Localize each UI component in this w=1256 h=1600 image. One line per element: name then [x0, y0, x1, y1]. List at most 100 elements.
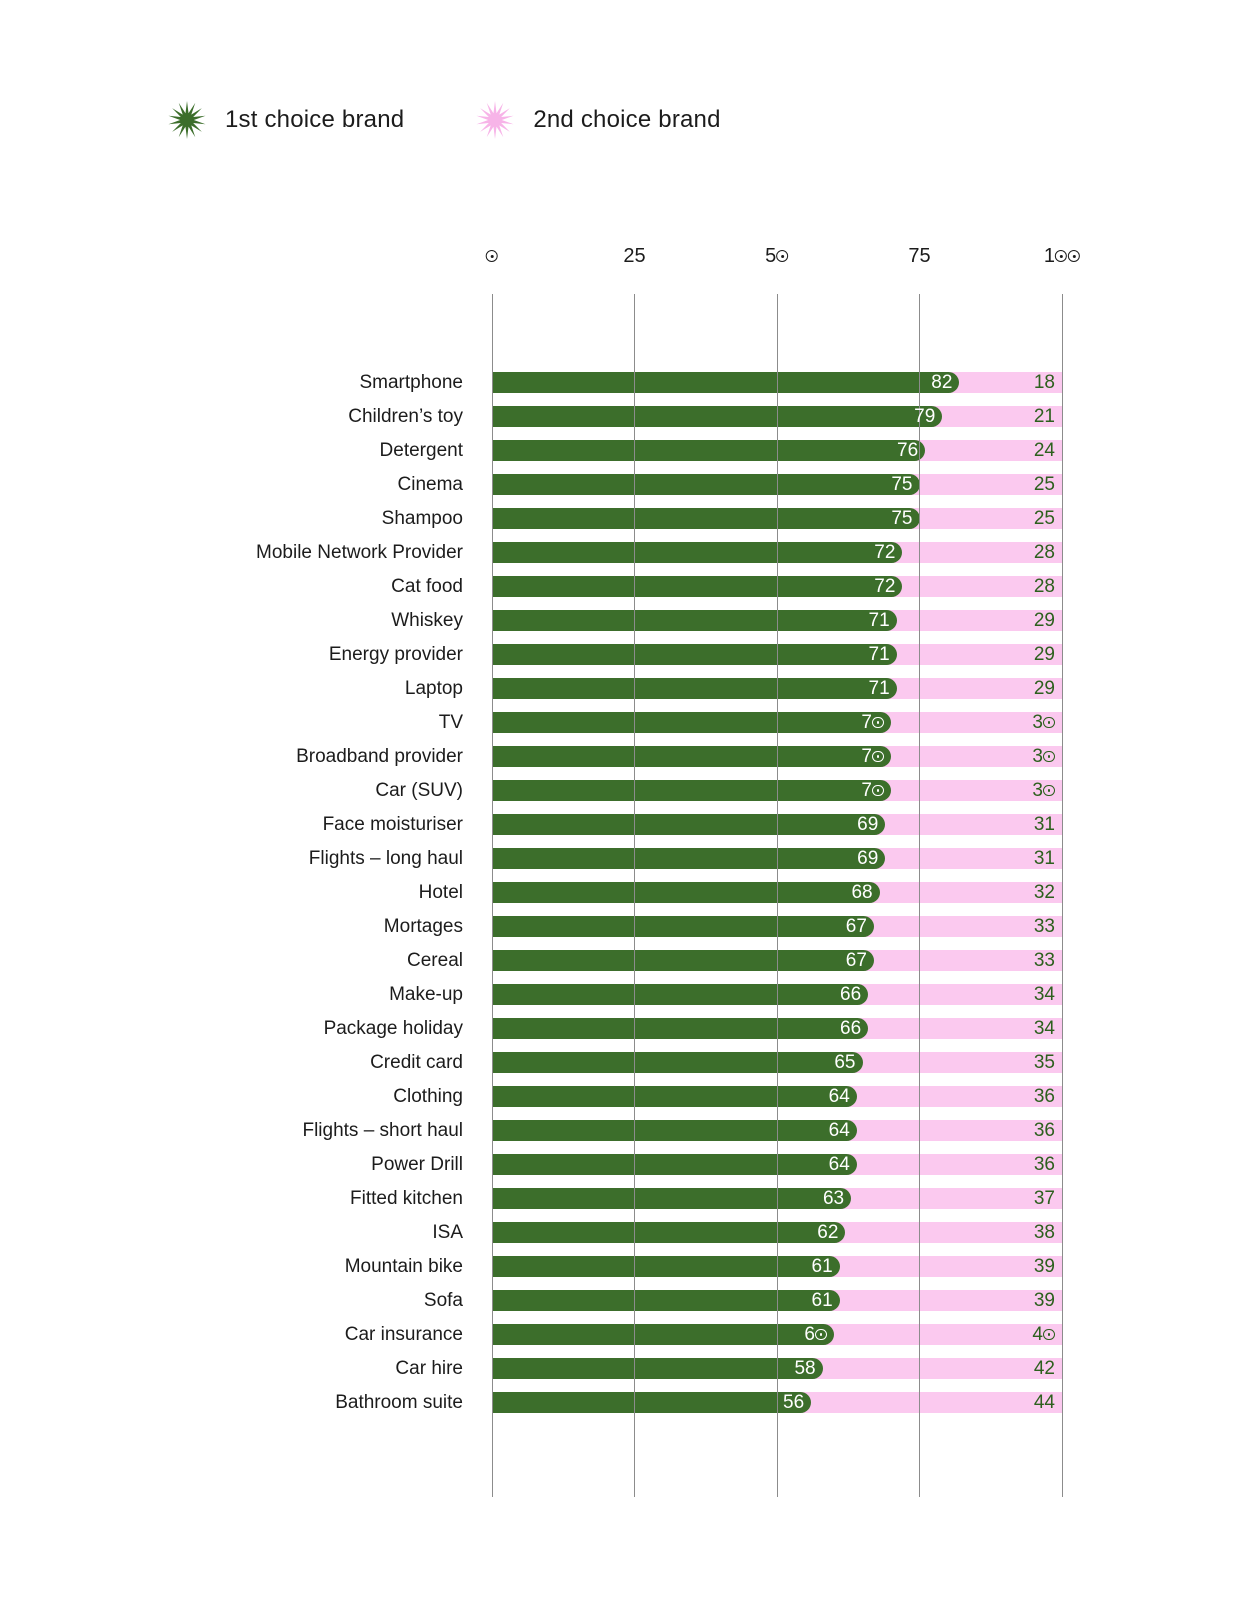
bar-track: 56 44	[492, 1392, 1062, 1413]
category-row: Whiskey 71 29	[391, 610, 1062, 631]
second-choice-value: 4	[1032, 1324, 1055, 1345]
first-choice-value: 79	[914, 406, 936, 427]
category-label: Broadband provider	[296, 746, 463, 767]
first-choice-value: 62	[817, 1222, 839, 1243]
second-choice-value: 3	[1032, 780, 1055, 801]
category-row: Hotel 68 32	[419, 882, 1062, 903]
category-row: Broadband provider 7 3	[296, 746, 1062, 767]
category-row: Make-up 66 34	[389, 984, 1062, 1005]
bar-track: 58 42	[492, 1358, 1062, 1379]
bar-track: 64 36	[492, 1154, 1062, 1175]
bar-track: 82 18	[492, 372, 1062, 393]
first-choice-value: 61	[811, 1290, 833, 1311]
second-choice-value: 21	[1033, 406, 1055, 427]
second-choice-value: 35	[1033, 1052, 1055, 1073]
first-choice-value: 56	[783, 1392, 805, 1413]
bar-track: 7 3	[492, 780, 1062, 801]
first-choice-value: 7	[492, 746, 891, 767]
first-choice-bar	[492, 780, 891, 801]
gridline	[919, 294, 920, 1497]
category-row: Laptop 71 29	[405, 678, 1062, 699]
category-row: Package holiday 66 34	[324, 1018, 1062, 1039]
category-label: Make-up	[389, 984, 463, 1005]
category-label: Face moisturiser	[322, 814, 463, 835]
first-choice-bar	[492, 1324, 834, 1345]
category-label: TV	[438, 712, 463, 733]
first-choice-bar	[492, 576, 903, 597]
second-choice-value: 3	[1032, 712, 1055, 733]
category-row: Car hire 58 42	[395, 1358, 1062, 1379]
second-choice-value: 36	[1033, 1086, 1055, 1107]
second-choice-value: 29	[1033, 678, 1055, 699]
first-choice-value: 71	[868, 678, 890, 699]
legend-item-second-choice: 2nd choice brand	[476, 101, 720, 139]
category-row: Sofa 61 39	[424, 1290, 1062, 1311]
category-label: Sofa	[423, 1290, 463, 1311]
category-row: Mobile Network Provider 72 28	[256, 542, 1062, 563]
category-label: Clothing	[393, 1086, 463, 1107]
category-label: Car insurance	[344, 1324, 463, 1345]
bar-track: 64 36	[492, 1086, 1062, 1107]
bar-track: 71 29	[492, 678, 1062, 699]
first-choice-value: 76	[897, 440, 919, 461]
category-row: Children’s toy 79 21	[348, 406, 1062, 427]
first-choice-value: 71	[868, 644, 890, 665]
category-label: ISA	[432, 1222, 463, 1243]
first-choice-legend-label: 1st choice brand	[225, 106, 405, 133]
first-choice-value: 64	[828, 1120, 850, 1141]
category-row: Car (SUV) 7 3	[375, 780, 1062, 801]
bar-track: 62 38	[492, 1222, 1062, 1243]
second-choice-value: 44	[1033, 1392, 1055, 1413]
second-choice-value: 33	[1033, 950, 1055, 971]
first-choice-bar	[492, 1018, 869, 1039]
second-choice-value: 25	[1033, 508, 1055, 529]
first-choice-bar	[492, 508, 920, 529]
first-choice-bar	[492, 406, 943, 427]
category-label: Bathroom suite	[335, 1392, 463, 1413]
x-tick-label: 1	[1044, 245, 1080, 268]
category-row: ISA 62 38	[432, 1222, 1062, 1243]
category-label: Laptop	[404, 678, 463, 699]
bar-track: 66 34	[492, 1018, 1062, 1039]
bar-track: 75 25	[492, 508, 1062, 529]
x-tick-label: 5	[765, 245, 789, 268]
category-row: Energy provider 71 29	[329, 644, 1062, 665]
category-label: Flights – long haul	[308, 848, 463, 869]
first-choice-bar	[492, 474, 920, 495]
category-row: Clothing 64 36	[393, 1086, 1062, 1107]
first-choice-bar	[492, 814, 886, 835]
first-choice-value: 75	[891, 508, 913, 529]
second-choice-value: 38	[1033, 1222, 1055, 1243]
second-choice-value: 39	[1033, 1290, 1055, 1311]
first-choice-value: 7	[492, 780, 891, 801]
first-choice-value: 65	[834, 1052, 856, 1073]
second-choice-value: 42	[1033, 1358, 1055, 1379]
bar-track: 69 31	[492, 814, 1062, 835]
category-row: Power Drill 64 36	[371, 1154, 1062, 1175]
first-choice-bar	[492, 542, 903, 563]
bar-track: 67 33	[492, 916, 1062, 937]
bar-track: 75 25	[492, 474, 1062, 495]
first-choice-bar	[492, 644, 897, 665]
legend-item-first-choice: 1st choice brand	[168, 101, 404, 139]
first-choice-bar	[492, 1086, 857, 1107]
second-choice-value: 31	[1033, 814, 1055, 835]
second-choice-value: 39	[1033, 1256, 1055, 1277]
first-choice-bar	[492, 1052, 863, 1073]
second-choice-value: 28	[1033, 576, 1055, 597]
gridline	[776, 294, 778, 1497]
second-choice-value: 36	[1033, 1120, 1055, 1141]
first-choice-bar	[492, 1392, 812, 1413]
first-choice-value: 66	[840, 1018, 862, 1039]
bar-track: 7 3	[492, 746, 1062, 767]
category-label: Energy provider	[328, 644, 463, 665]
second-choice-legend-label: 2nd choice brand	[533, 106, 721, 133]
second-choice-value: 25	[1033, 474, 1055, 495]
category-label: Cat food	[391, 576, 463, 597]
gridline	[634, 294, 635, 1497]
first-choice-bar	[492, 1120, 857, 1141]
bar-track: 64 36	[492, 1120, 1062, 1141]
gridline	[1061, 294, 1063, 1497]
bar-track: 67 33	[492, 950, 1062, 971]
bar-track: 66 34	[492, 984, 1062, 1005]
